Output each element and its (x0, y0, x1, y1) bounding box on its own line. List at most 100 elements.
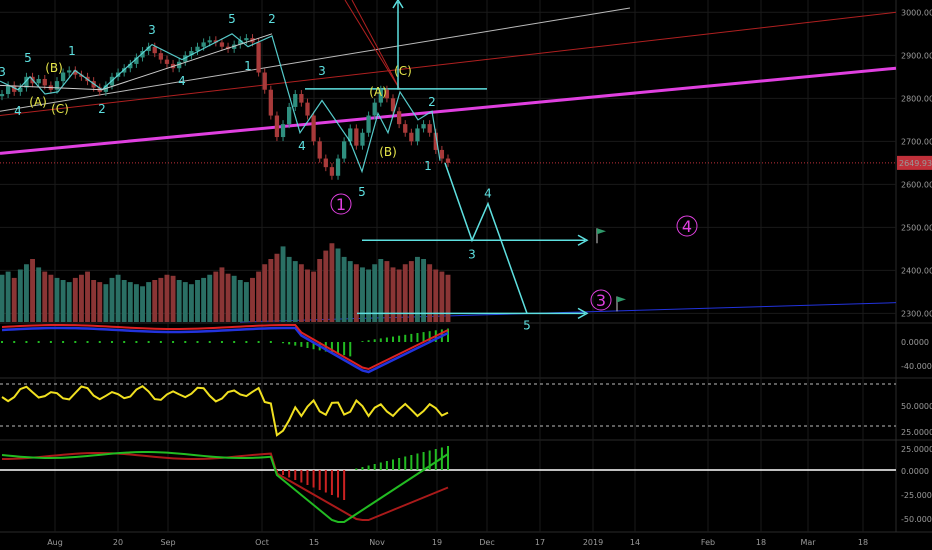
arrow-head (577, 234, 589, 246)
red-ray (344, 0, 401, 90)
indicator-tick-label: 25.0000 (901, 428, 932, 437)
volume-bar (54, 277, 60, 322)
last-price-label: 2649.93 (899, 159, 932, 168)
volume-bar (158, 277, 164, 322)
indicator-tick-label: -50.0000 (901, 515, 932, 524)
volume-bar (286, 256, 292, 322)
time-tick-label: Sep (160, 538, 175, 547)
wave-label: (A) (29, 95, 47, 109)
candle-body (0, 94, 5, 97)
volume-bar (408, 261, 414, 322)
volume-bar (188, 284, 194, 322)
wave-label: (B) (379, 145, 397, 159)
macd-histogram-bar (349, 342, 352, 357)
volume-bar (427, 264, 433, 322)
candle-body (134, 57, 139, 64)
volume-bar (305, 269, 310, 322)
volume-bar (72, 277, 78, 322)
oscillator-histogram-bar (428, 450, 431, 470)
price-tick-label: 2700.00 (901, 137, 932, 146)
macd-histogram-bar (385, 337, 388, 342)
candle-body (427, 124, 432, 133)
oscillator-line (1, 451, 449, 523)
candle-body (158, 53, 163, 60)
circled-wave-label: 3 (596, 291, 606, 310)
volume-bar (213, 271, 219, 322)
volume-bar (317, 259, 323, 322)
macd-histogram-bar (288, 342, 291, 345)
candle-body (219, 42, 225, 47)
volume-bar (268, 259, 274, 322)
candle-body (152, 46, 157, 54)
candle-body (421, 124, 426, 129)
macd-histogram-bar (379, 338, 382, 342)
price-tick-label: 2800.00 (901, 94, 932, 103)
macd-histogram-bar (422, 332, 425, 342)
price-tick-label: 2500.00 (901, 223, 932, 232)
flag-icon (597, 228, 606, 235)
oscillator-histogram-bar (367, 465, 370, 470)
wave-label: (C) (51, 102, 69, 116)
volume-bar (360, 267, 365, 322)
candle-body (366, 115, 371, 133)
wave-label: 2 (268, 12, 276, 26)
macd-histogram-bar (196, 341, 199, 343)
projection-label: 3 (468, 247, 476, 261)
candle-body (409, 132, 414, 142)
oscillator-histogram-bar (392, 459, 395, 470)
candle-body (18, 87, 23, 92)
volume-bar (433, 269, 439, 322)
macd-histogram-bar (220, 341, 223, 343)
volume-bar (42, 271, 48, 322)
volume-bar (182, 282, 188, 322)
volume-bar (347, 261, 353, 322)
oscillator-histogram-bar (300, 470, 303, 483)
candle-body (128, 63, 133, 69)
oscillator-histogram-bar (410, 455, 413, 470)
oscillator-histogram-bar (416, 453, 419, 470)
candle-body (378, 89, 383, 103)
macd-histogram-bar (245, 341, 248, 343)
candle-body (445, 158, 451, 163)
candle-body (329, 167, 335, 176)
time-tick-label: Feb (701, 538, 715, 547)
volume-bar (48, 274, 54, 322)
macd-histogram-bar (300, 342, 303, 347)
indicator-tick-label: 0.0000 (901, 467, 929, 476)
macd-histogram-bar (13, 341, 16, 343)
macd-histogram-bar (147, 341, 150, 343)
volume-bar (140, 286, 145, 322)
volume-bar (115, 274, 121, 322)
volume-bar (231, 275, 237, 322)
candle-body (256, 42, 261, 73)
oscillator-histogram-bar (422, 452, 425, 470)
wave-label: 3 (0, 65, 6, 79)
candle-body (372, 102, 377, 116)
macd-histogram-bar (37, 341, 40, 343)
circled-wave-label: 4 (682, 217, 692, 236)
oscillator-histogram-bar (398, 458, 401, 470)
oscillator-histogram-bar (318, 470, 321, 490)
macd-histogram-bar (361, 341, 364, 342)
time-tick-label: Nov (369, 538, 385, 547)
volume-bar (195, 280, 200, 322)
volume-bar (11, 277, 17, 322)
candle-body (354, 128, 359, 146)
red-ray (351, 0, 401, 90)
candle-body (36, 78, 41, 84)
candle-body (189, 51, 194, 56)
macd-histogram-bar (25, 341, 28, 343)
volume-bar (323, 250, 329, 322)
volume-bar (127, 282, 133, 322)
candle-body (164, 59, 170, 64)
volume-bar (170, 275, 176, 322)
oscillator-histogram-bar (355, 468, 358, 470)
oscillator-histogram-bar (385, 461, 388, 470)
volume-bar (384, 261, 390, 322)
price-tick-label: 2600.00 (901, 180, 932, 189)
candle-body (415, 128, 420, 142)
volume-bar (353, 264, 359, 322)
wave-label: 1 (424, 159, 432, 173)
volume-bar (103, 284, 109, 322)
